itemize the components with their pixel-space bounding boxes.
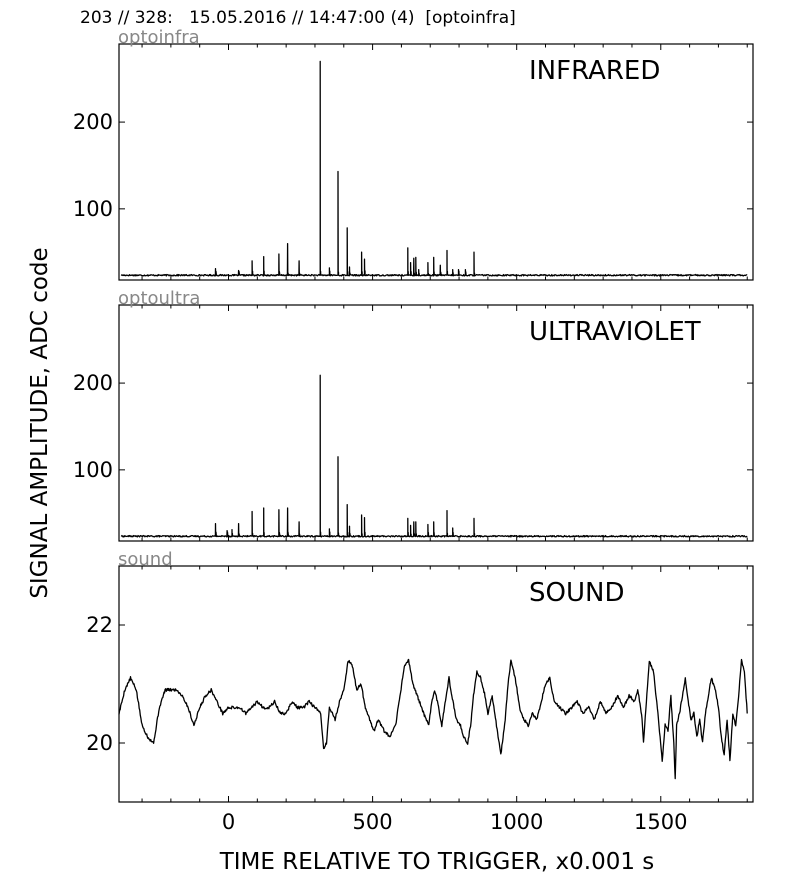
panel-3-title: SOUND <box>529 578 624 608</box>
panel-1-ytick-label: 100 <box>73 197 113 221</box>
panel-3-frame <box>118 565 754 803</box>
x-tick-label: 1000 <box>490 810 543 834</box>
x-tick-label: 0 <box>222 810 235 834</box>
panel-1-title: INFRARED <box>529 56 660 86</box>
panel-3-series-line <box>118 658 748 780</box>
panel-3-ytick-label: 20 <box>86 731 113 755</box>
x-tick-label: 1500 <box>634 810 687 834</box>
panel-1-series-line <box>120 60 748 277</box>
y-axis-label: SIGNAL AMPLITUDE, ADC code <box>27 247 53 599</box>
x-axis-label: TIME RELATIVE TO TRIGGER, x0.001 s <box>219 849 655 875</box>
panel-2-series-line <box>120 374 748 538</box>
panel-3-corner-label: sound <box>118 549 173 570</box>
panel-3-ytick-label: 22 <box>86 613 113 637</box>
figure-header: 203 // 328: 15.05.2016 // 14:47:00 (4) [… <box>80 8 516 28</box>
panel-2-ytick-label: 100 <box>73 458 113 482</box>
panel-1-ytick-label: 200 <box>73 110 113 134</box>
x-tick-label: 500 <box>353 810 393 834</box>
panel-2-ytick-label: 200 <box>73 371 113 395</box>
panel-2-title: ULTRAVIOLET <box>529 317 701 347</box>
panel-1-corner-label: optoinfra <box>118 27 200 48</box>
panel-2-corner-label: optoultra <box>118 288 200 309</box>
panel-2-frame <box>118 304 754 542</box>
panel-1-frame <box>118 43 754 281</box>
